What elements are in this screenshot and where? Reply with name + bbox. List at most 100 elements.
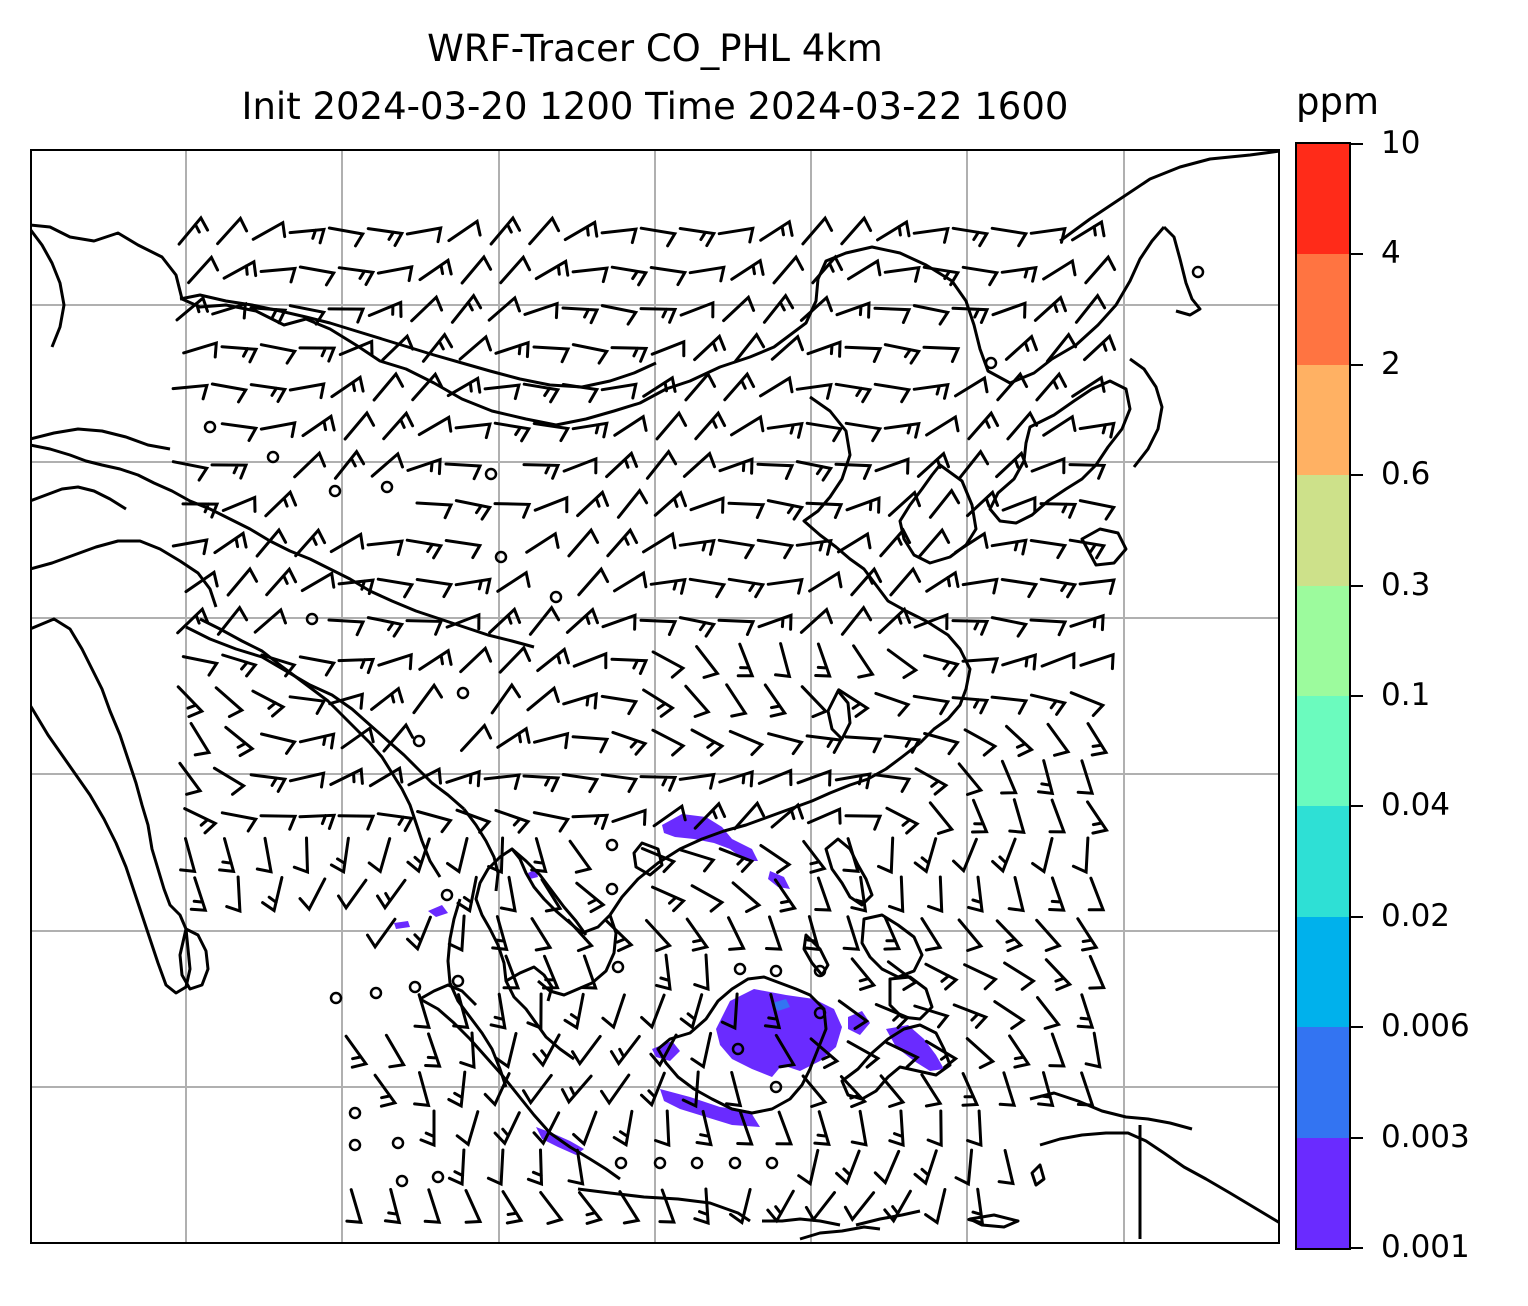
wind-barb [406,837,431,874]
wind-barb [249,773,288,793]
wind-barb [966,489,1000,518]
wind-barb [210,463,249,480]
wind-barb [924,962,959,991]
colorbar-tick-label: 10 [1381,125,1421,161]
wind-barb [928,801,955,835]
colorbar-tick [1351,1247,1363,1249]
wind-barb [773,878,798,913]
wind-barb [693,1187,710,1226]
wind-barb [224,725,255,758]
wind-barb [444,539,483,560]
wind-barb [690,728,725,757]
wind-barb [651,885,687,913]
wind-barb [1048,1032,1066,1068]
wind-barb [216,605,249,636]
calm-wind-circle [765,1156,779,1170]
wind-barb [577,566,610,597]
wind-barb [600,227,638,245]
wind-barb [954,531,989,554]
wind-barb [328,692,364,710]
wind-barb [337,878,368,911]
wind-barb [645,919,673,953]
wind-barb [718,847,755,873]
wind-barb [610,346,649,363]
border-china-west [30,443,535,649]
wind-barb [265,566,298,597]
wind-barb [651,650,686,679]
wind-barb [184,569,219,594]
wind-barb [612,1109,634,1148]
wind-barb [211,301,247,320]
border-central-asia [30,539,218,608]
wind-barb [957,449,990,480]
wind-barb [526,992,543,1031]
wind-barb [600,304,639,326]
wind-barb [445,612,481,631]
wind-barb [368,765,404,788]
wind-barbs-layer [171,215,1117,1226]
wind-barb [179,837,197,874]
wind-barb [571,1034,602,1067]
wind-barb [731,881,762,914]
calm-wind-circle [731,1042,745,1056]
wind-barb [300,570,336,593]
wind-barb [410,294,444,323]
wind-barb [446,375,482,398]
wind-barb [914,767,949,796]
wind-barb [876,219,911,242]
wind-barb [407,766,442,787]
wind-barb [288,382,326,400]
wind-barb [965,1037,996,1070]
wind-barb [572,1110,598,1147]
wind-barb [957,762,984,796]
wind-barb [182,341,218,359]
wind-barb [329,767,364,786]
wind-barb [376,878,407,911]
wind-barb [1029,539,1068,560]
wind-barb [225,875,242,914]
wind-barb [995,450,1029,479]
wind-barb [337,814,376,831]
wind-barb [835,301,871,319]
calm-wind-circle [484,467,498,481]
calm-wind-circle [305,612,319,626]
wind-barb [571,343,610,365]
wind-barb [913,612,949,631]
wind-barb [288,304,327,326]
wind-barb [454,577,492,595]
coastline-northern-asia [30,223,1166,427]
wind-barb [1033,295,1067,322]
calm-wind-circle [614,1156,628,1170]
wind-barb [957,918,984,952]
wind-barb [483,383,521,401]
wind-barb [954,1148,974,1187]
colorbar-tick-label: 4 [1381,235,1401,272]
wind-barb [464,1189,483,1224]
wind-barb [1078,421,1116,439]
wind-barb [522,463,561,480]
wind-barb [337,657,376,675]
wind-barb [493,502,532,519]
wind-barb [844,421,883,443]
wind-barb [288,227,326,245]
wind-barb [770,802,804,829]
wind-barb [1000,265,1038,283]
coastline-philippines-south [860,913,924,979]
wind-barb [913,837,938,874]
wind-barb [727,916,746,951]
coastline-new-guinea-north [1029,1091,1193,1131]
calm-wind-circle [733,962,747,976]
wind-barb [530,837,548,874]
wind-barb [649,1033,678,1068]
wind-barb [1029,693,1068,716]
wind-barb [839,1075,868,1109]
wind-barb [532,422,571,443]
wind-barb [883,1189,912,1224]
wind-barb [694,410,727,441]
wind-barb [259,814,298,831]
wind-barb [834,462,873,480]
wind-barb [730,258,765,281]
wind-barb [567,1148,585,1186]
wind-barb [1036,996,1062,1030]
wind-barb [763,993,782,1030]
